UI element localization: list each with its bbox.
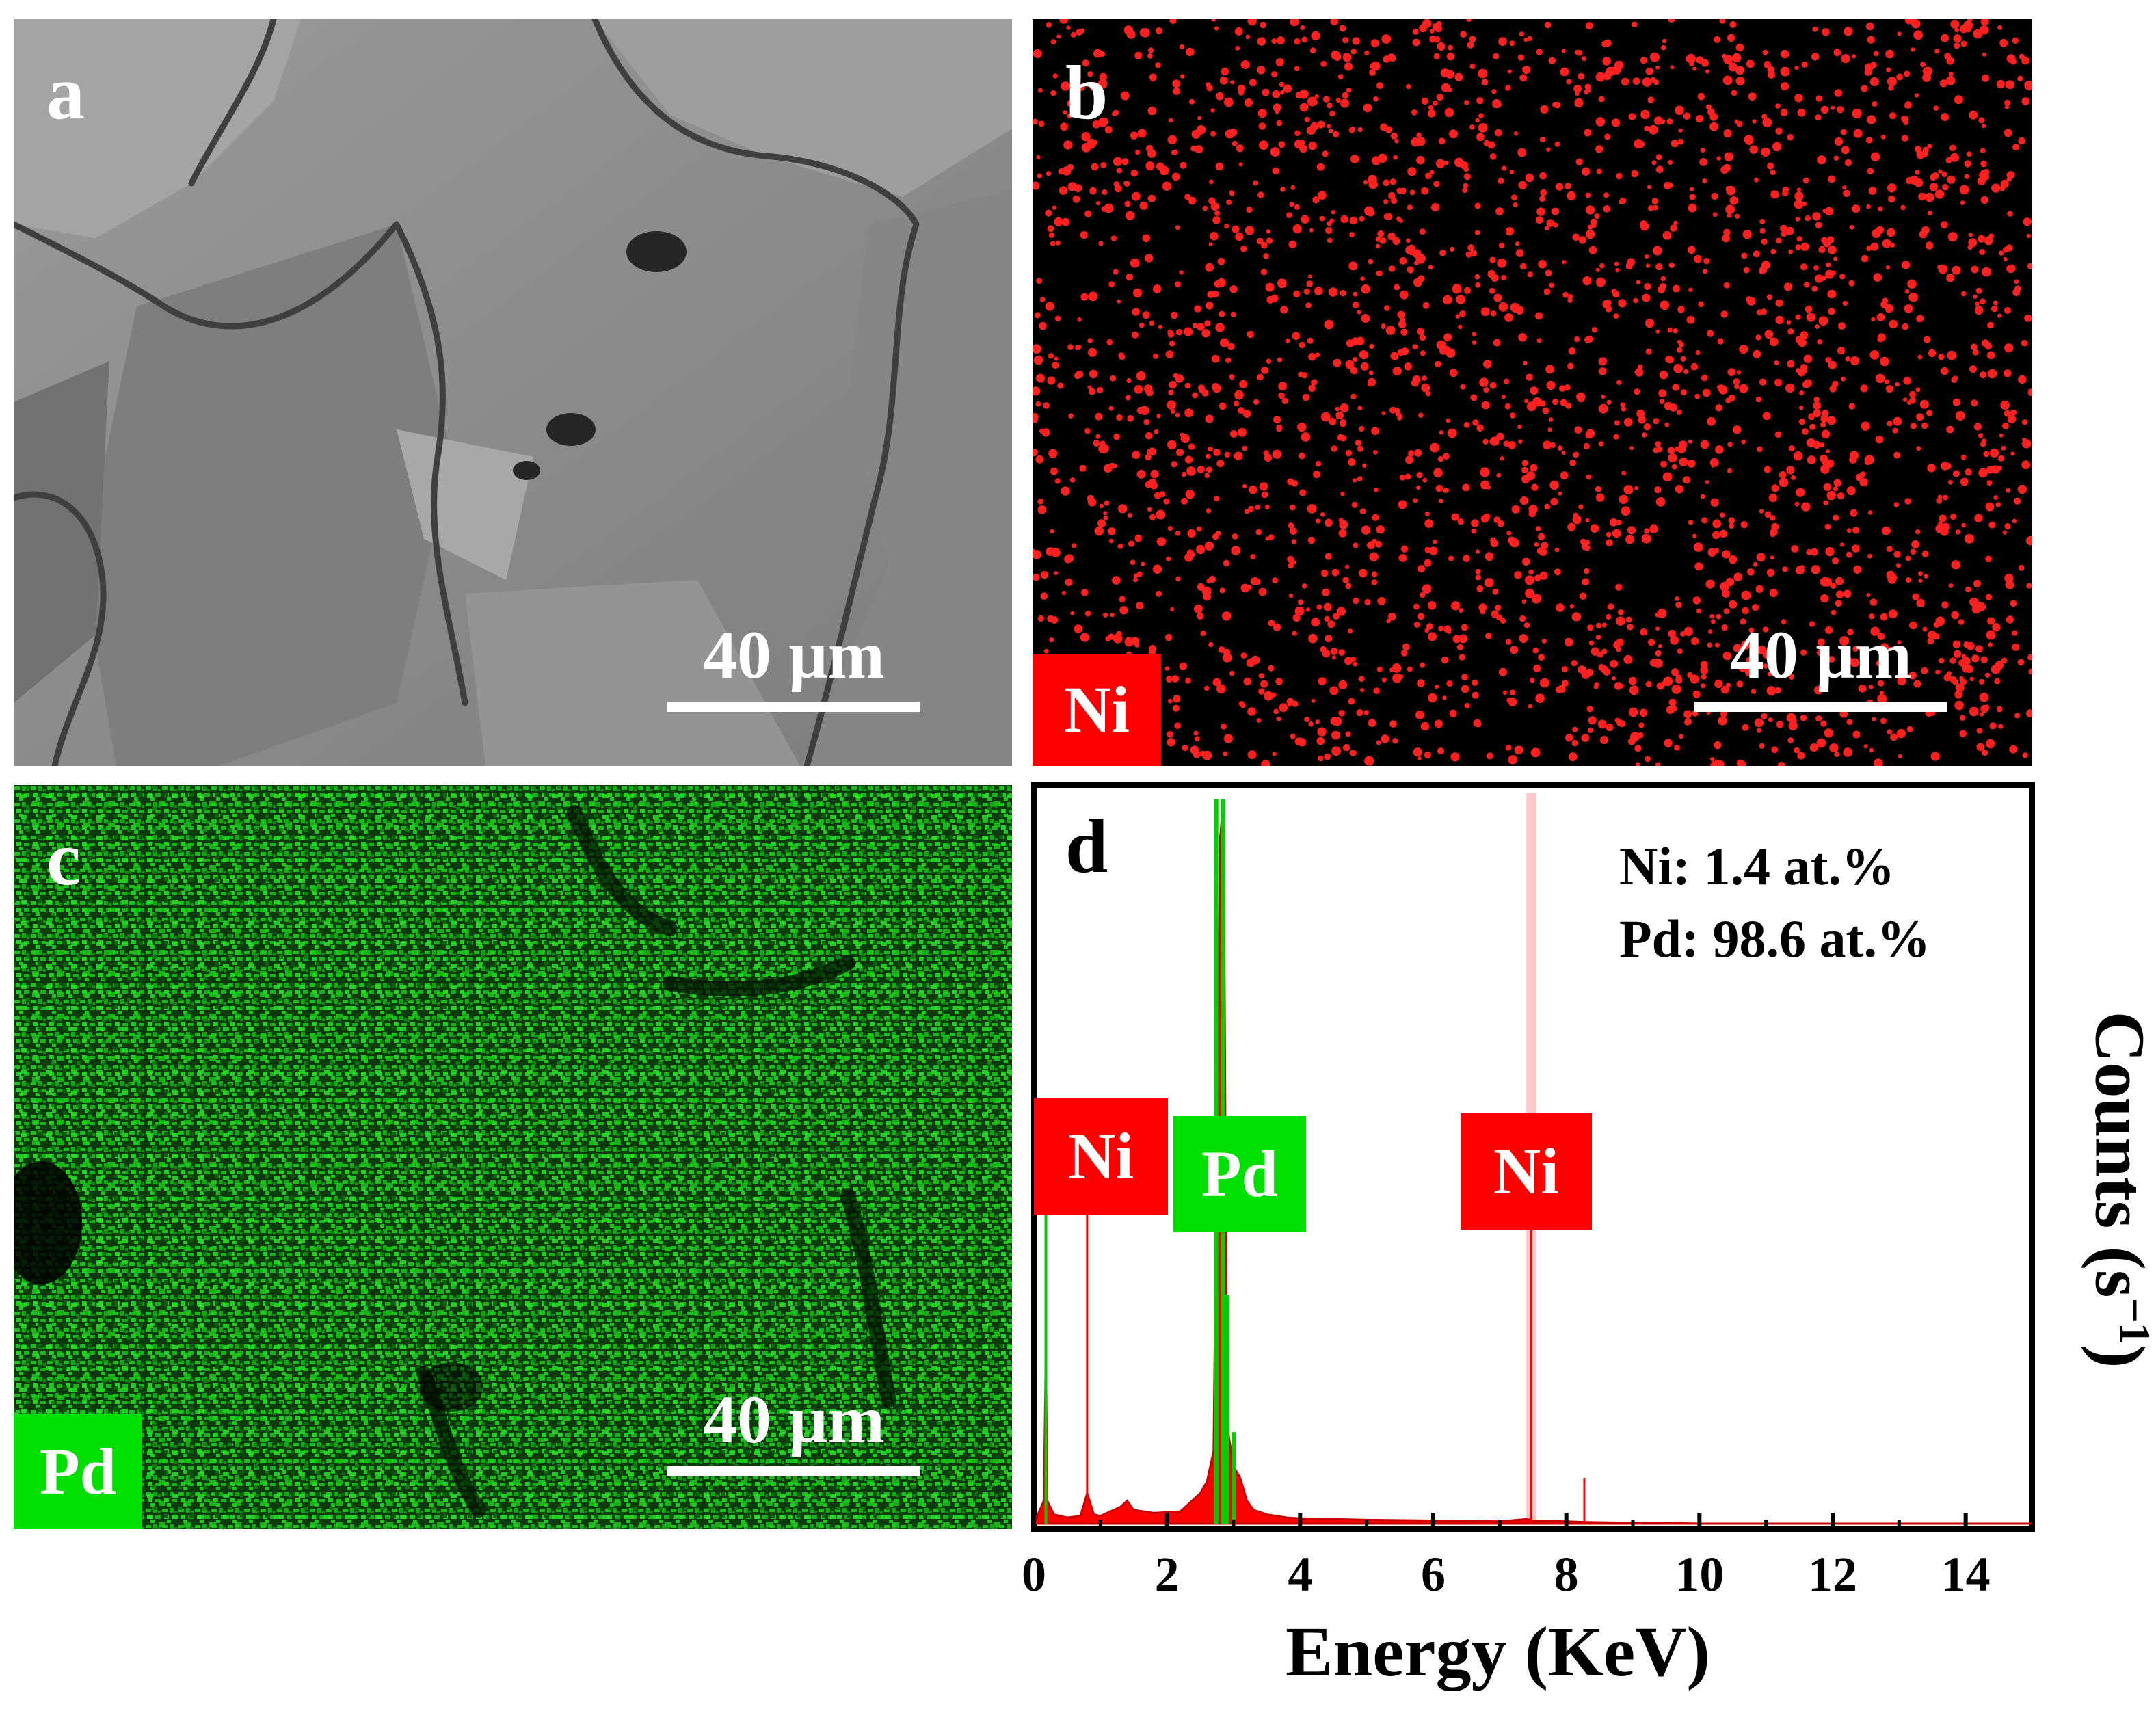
- scale-bar-label: 40 µm: [1730, 617, 1912, 693]
- x-tick-label: 14: [1941, 1547, 1991, 1602]
- pd-eds-map-panel: c 40 µm Pd: [14, 785, 1012, 1529]
- scale-bar-line: [1694, 702, 1947, 712]
- element-tag-pd: Pd: [14, 1414, 142, 1529]
- scale-bar-line: [667, 702, 920, 712]
- scale-bar-line: [667, 1466, 920, 1476]
- ni-distribution-map: [1033, 19, 2032, 766]
- scale-bar-label: 40 µm: [703, 1381, 885, 1457]
- pd-atomic-percent: Pd: 98.6 at.%: [1619, 909, 1930, 968]
- element-tag-ni: Ni: [1033, 654, 1161, 766]
- ni-atomic-percent: Ni: 1.4 at.%: [1619, 836, 1895, 896]
- scale-bar-c: 40 µm: [667, 1386, 920, 1495]
- panel-d-letter: d: [1065, 804, 1108, 889]
- peak-label-pd: Pd: [1173, 1116, 1306, 1232]
- panel-a-letter: a: [46, 51, 85, 135]
- scale-bar-b: 40 µm: [1694, 621, 1947, 730]
- sem-image-panel: a 40 µm: [14, 19, 1012, 766]
- x-tick-label: 0: [1022, 1547, 1046, 1602]
- panel-b-letter: b: [1065, 51, 1108, 135]
- ni-eds-map-panel: b 40 µm Ni: [1033, 19, 2032, 766]
- x-tick-label: 6: [1421, 1547, 1446, 1602]
- pd-distribution-map: [14, 785, 1012, 1529]
- x-tick-label: 8: [1554, 1547, 1579, 1602]
- scale-bar-label: 40 µm: [703, 617, 885, 693]
- peak-label-ni: Ni: [1034, 1098, 1168, 1215]
- x-tick-label: 2: [1155, 1547, 1180, 1602]
- x-tick-label: 10: [1675, 1547, 1724, 1602]
- sem-micrograph: [14, 19, 1012, 766]
- scale-bar-a: 40 µm: [667, 621, 920, 730]
- x-tick-label: 12: [1808, 1547, 1857, 1602]
- x-tick-label: 4: [1288, 1547, 1312, 1602]
- peak-label-ni: Ni: [1461, 1113, 1592, 1230]
- x-axis-title: Energy (KeV): [1286, 1613, 1710, 1691]
- panel-c-letter: c: [46, 817, 81, 901]
- y-axis-title: Counts (s−1): [2080, 1011, 2156, 1368]
